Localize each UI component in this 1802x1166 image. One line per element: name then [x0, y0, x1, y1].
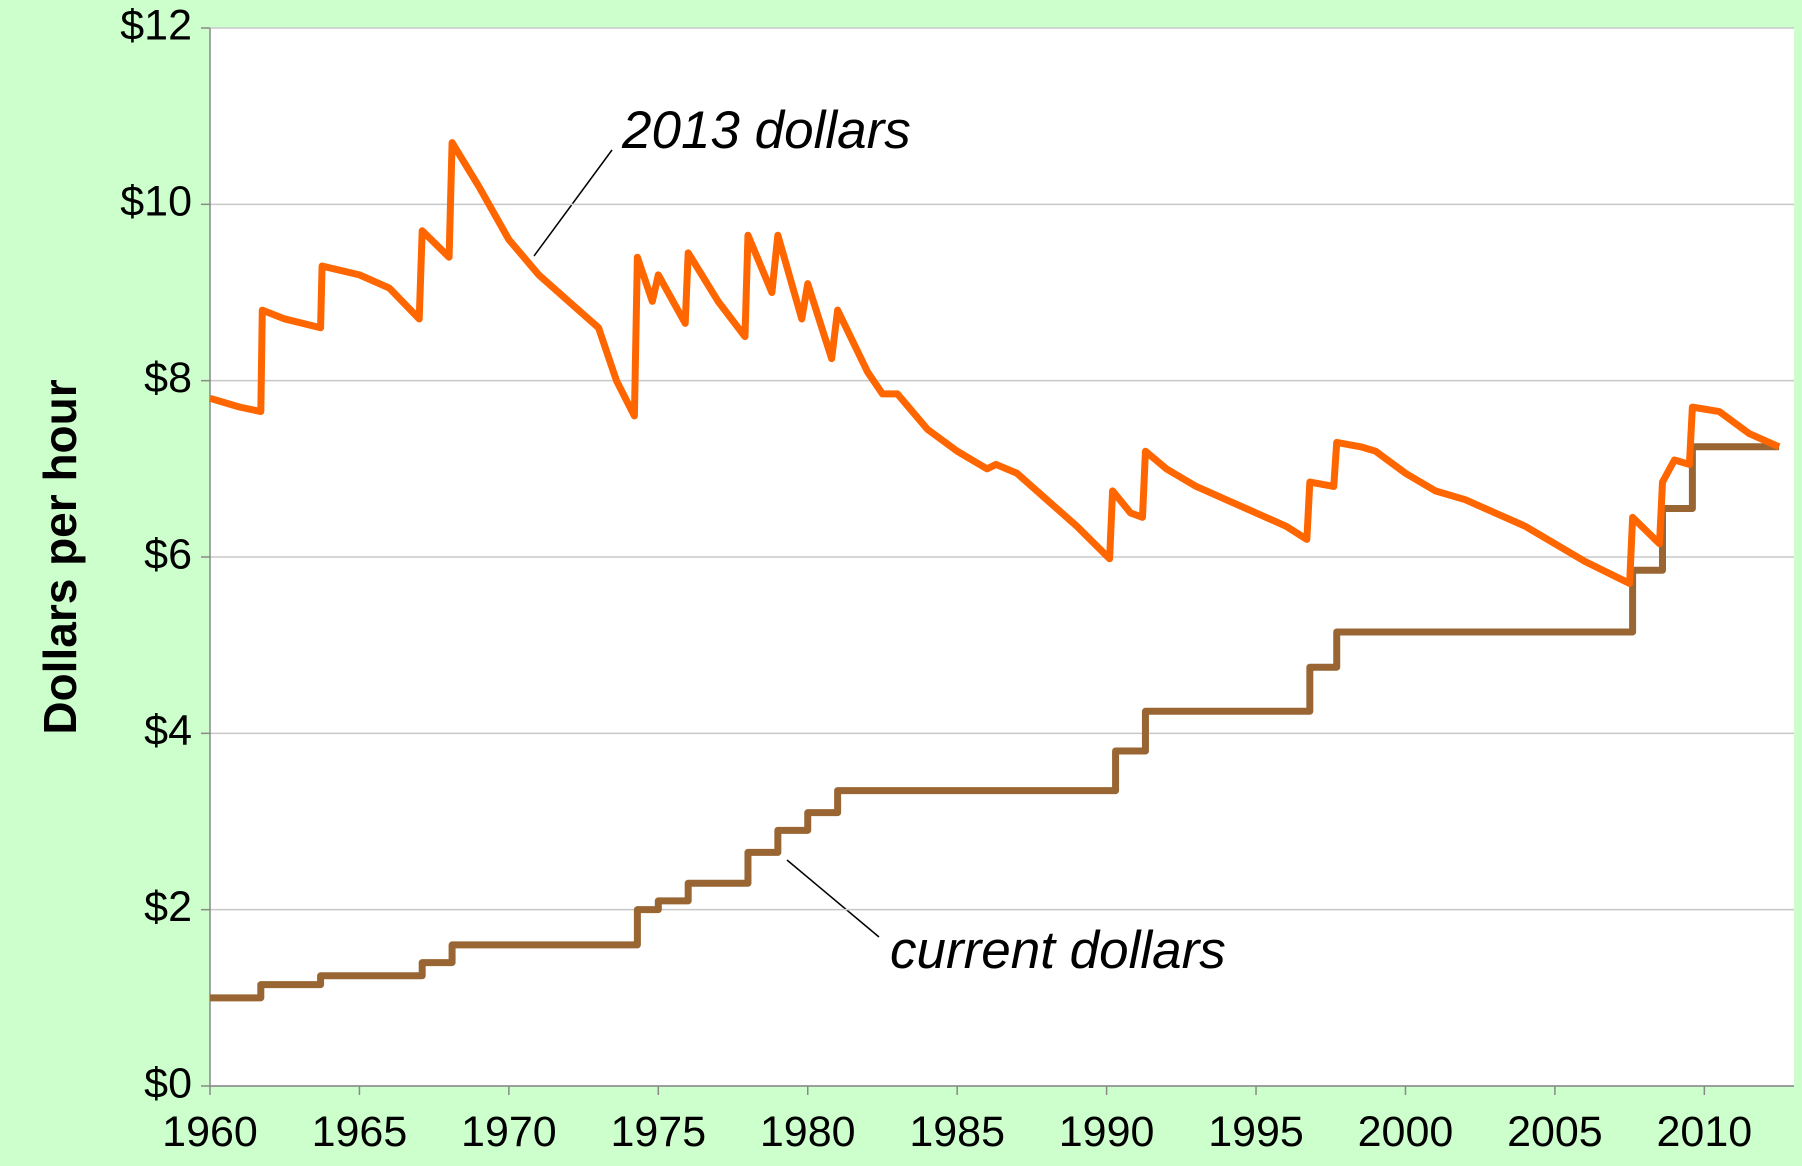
x-tick-label: 1970 [461, 1108, 557, 1156]
y-tick-label: $6 [144, 530, 192, 578]
y-axis-label: Dollars per hour [34, 379, 86, 734]
x-tick-label: 2005 [1507, 1108, 1603, 1156]
series-annotation: current dollars [890, 921, 1226, 980]
x-tick-label: 1985 [909, 1108, 1005, 1156]
y-tick-label: $12 [120, 1, 192, 49]
data-line [209, 139, 1781, 587]
y-tick-label: $2 [144, 883, 192, 931]
x-tick-label: 1975 [610, 1108, 706, 1156]
x-tick-label: 1990 [1059, 1108, 1155, 1156]
series-annotation: 2013 dollars [621, 101, 911, 160]
x-tick-label: 1995 [1208, 1108, 1304, 1156]
y-tick-label: $10 [120, 178, 192, 226]
y-tick-label: $8 [144, 354, 192, 402]
x-tick-label: 2010 [1657, 1108, 1753, 1156]
y-tick-label: $0 [144, 1059, 192, 1107]
leader-line [786, 859, 880, 938]
data-line [210, 443, 1780, 1002]
x-tick-label: 2000 [1358, 1108, 1454, 1156]
x-tick-label: 1965 [312, 1108, 408, 1156]
x-tick-label: 1980 [760, 1108, 856, 1156]
x-tick-label: 1960 [162, 1108, 258, 1156]
y-tick-label: $4 [144, 707, 192, 755]
leader-line [533, 149, 613, 257]
